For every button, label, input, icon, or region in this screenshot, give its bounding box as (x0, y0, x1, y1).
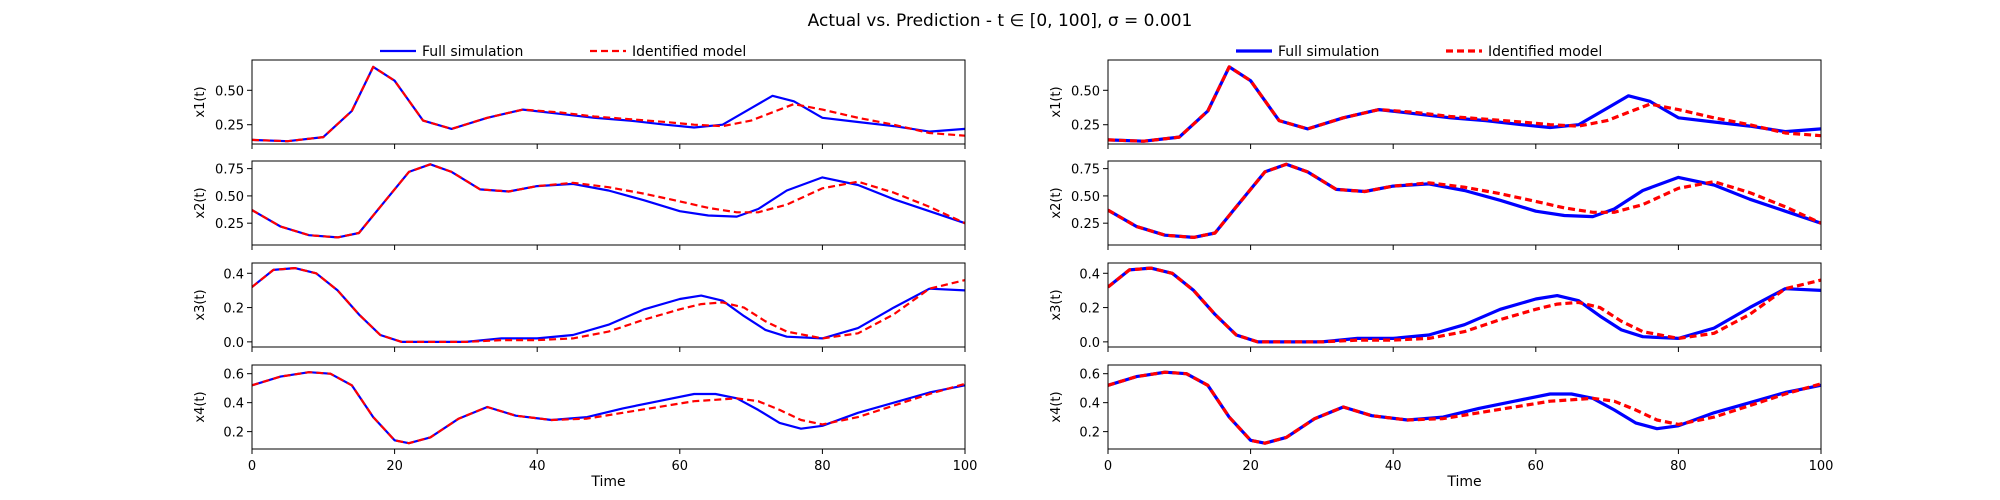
legend-label: Full simulation (1278, 44, 1379, 60)
y-axis-label: x1(t) (1049, 86, 1064, 117)
series-line-full-simulation (1108, 370, 1821, 445)
x-tick-label: 100 (953, 459, 978, 474)
x-tick-label: 60 (1528, 459, 1545, 474)
y-axis-label: x3(t) (1049, 289, 1064, 320)
subplot-right-1: 0.25 0.50 x1(t) (1049, 59, 1822, 149)
x-tick-label: 0 (1104, 459, 1112, 474)
series-line-identified-model (1108, 162, 1821, 239)
y-tick-label: 0.50 (215, 84, 244, 99)
figure-title: Actual vs. Prediction - t ∈ [0, 100], σ … (808, 11, 1193, 31)
y-tick-label: 0.50 (215, 190, 244, 205)
legend-right: Full simulation Identified model (1236, 44, 1602, 60)
series-line-identified-model (1108, 370, 1821, 445)
series-line-full-simulation (252, 371, 965, 445)
axes-frame (251, 364, 966, 450)
subplot-right-3: 0.0 0.2 0.4 x3(t) (1049, 262, 1822, 352)
subplot-left-1: 0.25 0.50 x1(t) (193, 59, 966, 149)
axes-frame (1107, 364, 1822, 450)
axes-frame (1107, 160, 1822, 246)
legend-label: Identified model (1488, 44, 1602, 60)
y-tick-label: 0.75 (215, 163, 244, 178)
series-line-identified-model (252, 371, 965, 445)
series-line-identified-model (1108, 65, 1821, 143)
series-line-identified-model (252, 163, 965, 239)
y-axis-label: x2(t) (193, 187, 208, 218)
axes-frame (1107, 59, 1822, 145)
y-tick-label: 0.0 (1079, 336, 1100, 351)
subplot-right-4: 0.2 0.4 0.6 0 20 40 60 80 100 x4(t) (1049, 364, 1834, 474)
series-line-full-simulation (252, 163, 965, 239)
chart-left-column: 0.25 0.50 x1(t) 0.25 0.50 0.75 x2(t) 0.0 0.2 0.4 x… (193, 59, 978, 490)
x-tick-label: 0 (248, 459, 256, 474)
y-tick-label: 0.2 (223, 426, 244, 441)
x-axis-label: Time (1446, 474, 1481, 490)
x-tick-label: 40 (529, 459, 546, 474)
legend-left: Full simulation Identified model (380, 44, 746, 60)
x-tick-label: 100 (1809, 459, 1834, 474)
y-tick-label: 0.2 (1079, 302, 1100, 317)
y-tick-label: 0.25 (215, 217, 244, 232)
y-tick-label: 0.25 (1071, 119, 1100, 134)
y-tick-label: 0.2 (1079, 426, 1100, 441)
series-line-identified-model (252, 65, 965, 143)
subplot-left-4: 0.2 0.4 0.6 0 20 40 60 80 100 x4(t) (193, 364, 978, 474)
subplot-right-2: 0.25 0.50 0.75 x2(t) (1049, 160, 1822, 250)
chart-right-column: 0.25 0.50 x1(t) 0.25 0.50 0.75 x2(t) 0.0 0.2 0.4 x… (1049, 59, 1834, 490)
x-tick-label: 80 (1670, 459, 1687, 474)
subplot-left-2: 0.25 0.50 0.75 x2(t) (193, 160, 966, 250)
y-tick-label: 0.4 (1079, 267, 1100, 282)
axes-frame (251, 59, 966, 145)
y-tick-label: 0.4 (223, 267, 244, 282)
series-line-full-simulation (1108, 65, 1821, 143)
series-line-full-simulation (1108, 162, 1821, 239)
x-tick-label: 40 (1385, 459, 1402, 474)
x-tick-label: 80 (814, 459, 831, 474)
y-tick-label: 0.0 (223, 336, 244, 351)
x-tick-label: 20 (1242, 459, 1259, 474)
y-axis-label: x3(t) (193, 289, 208, 320)
legend-label: Full simulation (422, 44, 523, 60)
x-axis-label: Time (590, 474, 625, 490)
subplot-left-3: 0.0 0.2 0.4 x3(t) (193, 262, 966, 352)
x-tick-label: 20 (386, 459, 403, 474)
y-tick-label: 0.6 (1079, 368, 1100, 383)
y-axis-label: x4(t) (193, 391, 208, 422)
y-tick-label: 0.4 (1079, 397, 1100, 412)
axes-frame (251, 160, 966, 246)
y-tick-label: 0.25 (1071, 217, 1100, 232)
x-tick-label: 60 (672, 459, 689, 474)
series-line-full-simulation (252, 65, 965, 143)
y-tick-label: 0.4 (223, 397, 244, 412)
y-tick-label: 0.6 (223, 368, 244, 383)
series-line-identified-model (252, 267, 965, 343)
y-axis-label: x4(t) (1049, 391, 1064, 422)
series-line-identified-model (1108, 266, 1821, 344)
y-axis-label: x2(t) (1049, 187, 1064, 218)
y-tick-label: 0.75 (1071, 163, 1100, 178)
legend-label: Identified model (632, 44, 746, 60)
y-tick-label: 0.50 (1071, 190, 1100, 205)
axes-frame (251, 262, 966, 348)
y-axis-label: x1(t) (193, 86, 208, 117)
y-tick-label: 0.2 (223, 302, 244, 317)
y-tick-label: 0.50 (1071, 84, 1100, 99)
axes-frame (1107, 262, 1822, 348)
y-tick-label: 0.25 (215, 119, 244, 134)
